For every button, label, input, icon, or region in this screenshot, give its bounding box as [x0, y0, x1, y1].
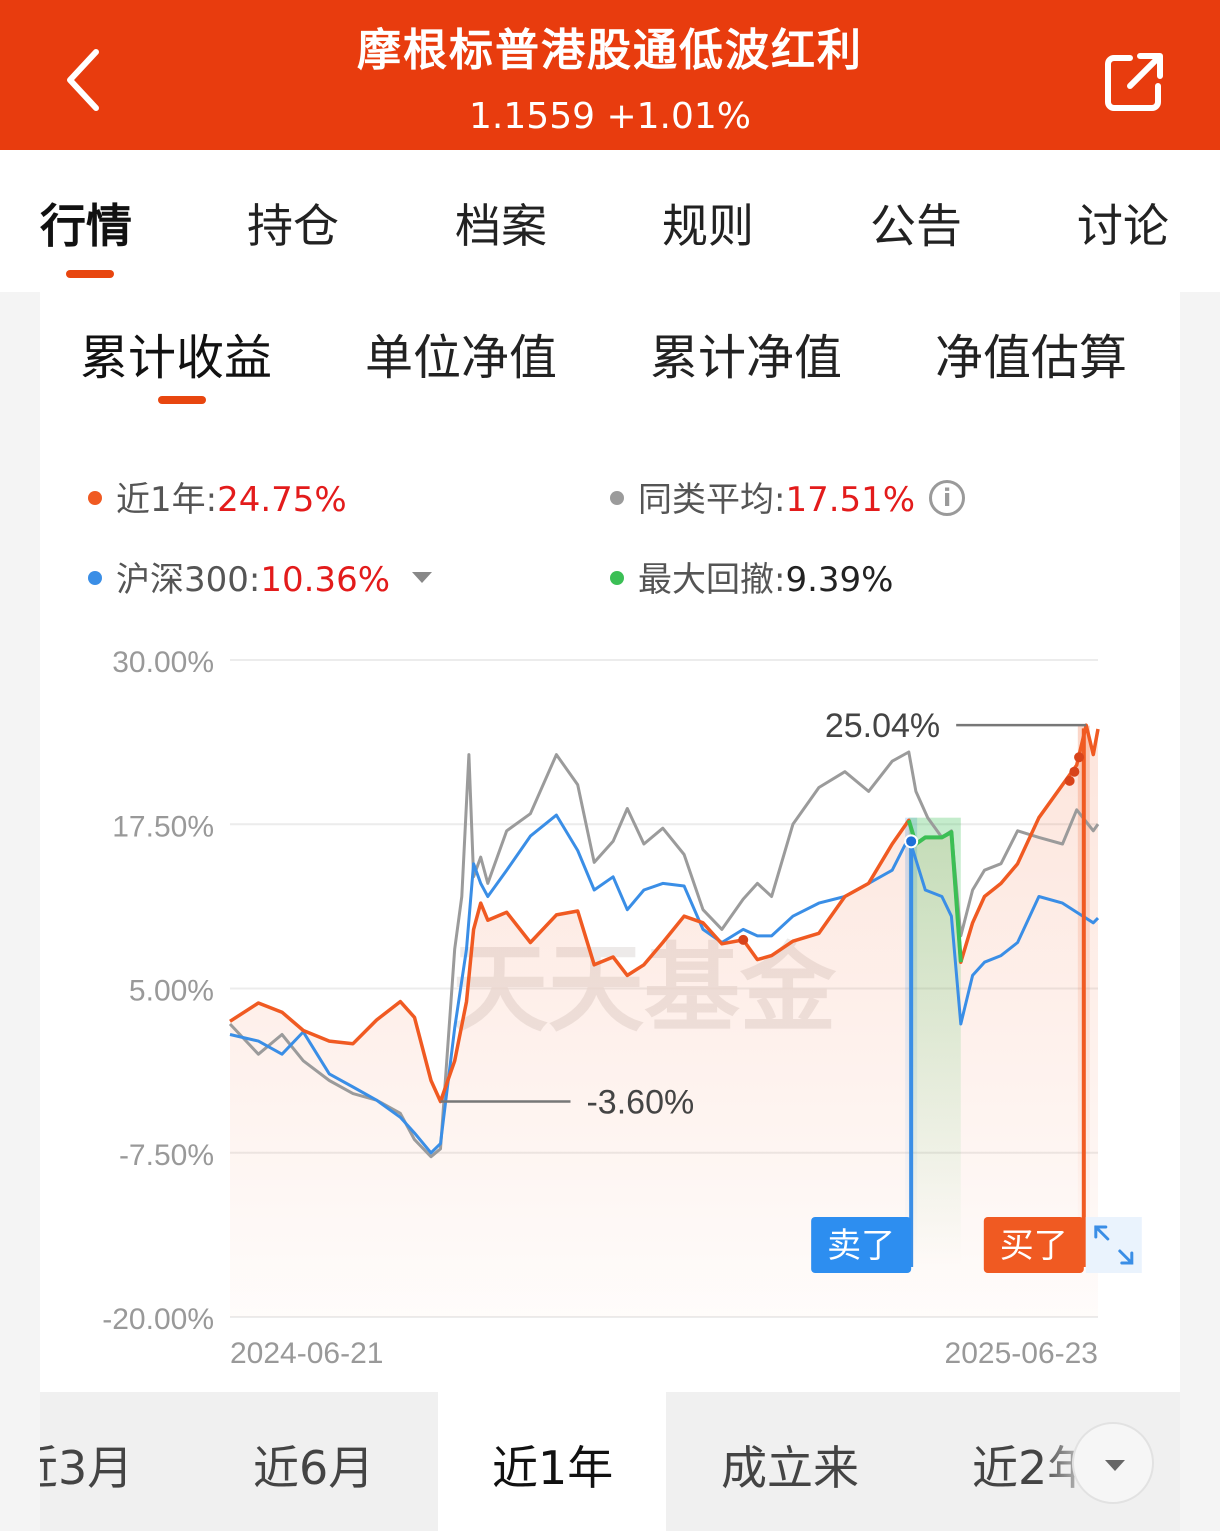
return-chart[interactable]: 30.00%17.50%5.00%-7.50%-20.00%天天基金-3.60%… — [40, 292, 1180, 1392]
main-tab-bar: 行情 持仓 档案 规则 公告 讨论 — [0, 150, 1220, 292]
max-annotation-label: 25.04% — [825, 707, 940, 745]
buy-badge — [983, 1217, 1084, 1273]
range-more-button[interactable] — [1072, 1422, 1154, 1504]
drawdown-dot-icon — [610, 570, 624, 585]
range-tab-since-inception[interactable]: 成立来 — [721, 1441, 859, 1495]
y-tick-label: -20.00% — [102, 1303, 214, 1336]
caret-down-icon[interactable] — [412, 572, 433, 583]
series-line-fund — [229, 723, 1100, 1104]
legend-peer-value: 17.51% — [785, 480, 916, 520]
buy-dot — [1069, 766, 1080, 777]
series-line-peer — [228, 750, 1100, 1159]
chart-card: 累计收益 单位净值 累计净值 净值估算 近1年:24.75% 同类平均:17.5… — [40, 292, 1180, 1392]
range-tab-3m[interactable]: 近3月 — [40, 1441, 134, 1495]
legend-index-value: 10.36% — [260, 560, 391, 600]
active-subtab-indicator — [158, 396, 206, 404]
legend-peer: 同类平均:17.51% i — [610, 472, 966, 521]
y-tick-label: 30.00% — [112, 646, 214, 679]
drawdown-area — [908, 817, 961, 1267]
legend-drawdown-value: 9.39% — [785, 560, 894, 600]
subtab-cumulative-nav[interactable]: 累计净值 — [650, 330, 843, 386]
buy-dot — [738, 934, 749, 945]
chevron-down-icon — [1105, 1460, 1125, 1471]
active-range-background — [438, 1392, 666, 1531]
subtab-nav-estimate[interactable]: 净值估算 — [935, 330, 1128, 386]
range-tab-bar: 近3月 近6月 近1年 成立来 近2年 — [40, 1392, 1180, 1531]
y-tick-label: 5.00% — [129, 975, 214, 1008]
expand-icon — [1085, 1217, 1142, 1273]
legend-drawdown-label: 最大回撤: — [638, 560, 786, 600]
x-end-label: 2025-06-23 — [945, 1337, 1098, 1370]
legend-fund-label: 近1年: — [116, 480, 218, 520]
index-dot-icon — [88, 570, 102, 585]
legend-fund-value: 24.75% — [217, 480, 347, 520]
series-line-index — [229, 813, 1100, 1155]
expand-arrows-icon — [1094, 1225, 1134, 1265]
sell-badge — [811, 1217, 912, 1273]
info-icon[interactable]: i — [929, 479, 966, 516]
buy-badge-label: 买了 — [1000, 1227, 1068, 1265]
peer-dot-icon — [610, 490, 624, 505]
sell-dot — [904, 834, 919, 849]
range-tab-6m[interactable]: 近6月 — [253, 1441, 375, 1495]
tab-market[interactable]: 行情 — [40, 199, 132, 253]
legend-index-label: 沪深300: — [116, 560, 261, 600]
nav-price-change: 1.1559 +1.01% — [469, 96, 751, 137]
page-title: 摩根标普港股通低波红利 — [357, 25, 863, 76]
chevron-left-icon — [67, 49, 99, 111]
tab-rules[interactable]: 规则 — [662, 199, 754, 253]
y-tick-label: -7.50% — [119, 1139, 214, 1172]
tab-profile[interactable]: 档案 — [455, 199, 547, 253]
tab-holdings[interactable]: 持仓 — [247, 199, 339, 253]
range-tab-1y[interactable]: 近1年 — [492, 1441, 614, 1495]
subtab-unit-nav[interactable]: 单位净值 — [365, 330, 558, 386]
subtab-cumulative-return[interactable]: 累计收益 — [80, 330, 273, 386]
share-button[interactable] — [1100, 46, 1170, 116]
y-tick-label: 17.50% — [112, 810, 214, 843]
legend-peer-label: 同类平均: — [638, 480, 786, 520]
fund-dot-icon — [88, 490, 102, 505]
share-icon — [1105, 53, 1163, 111]
legend-drawdown: 最大回撤:9.39% — [610, 552, 893, 601]
fund-area — [230, 725, 1098, 1317]
buy-dot — [1074, 752, 1085, 763]
tab-discussion[interactable]: 讨论 — [1077, 199, 1169, 253]
legend-fund: 近1年:24.75% — [88, 472, 347, 521]
active-tab-indicator — [66, 270, 114, 278]
buy-dot — [1064, 775, 1075, 786]
tab-announcements[interactable]: 公告 — [870, 199, 962, 253]
back-button[interactable] — [52, 40, 116, 120]
x-start-label: 2024-06-21 — [230, 1337, 383, 1370]
header-bar: 摩根标普港股通低波红利 1.1559 +1.01% — [0, 0, 1220, 150]
min-annotation-label: -3.60% — [586, 1084, 694, 1122]
legend-index[interactable]: 沪深300:10.36% — [88, 552, 433, 601]
sell-badge-label: 卖了 — [827, 1227, 895, 1265]
